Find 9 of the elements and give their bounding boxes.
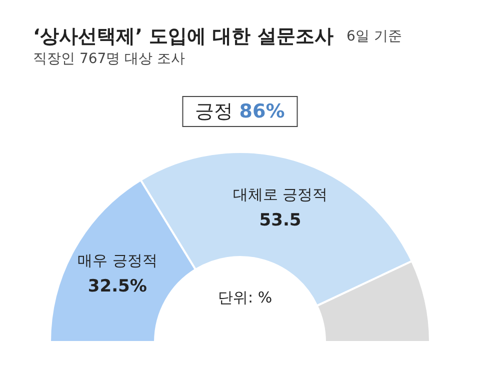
chart-subtitle: 직장인 767명 대상 조사	[33, 51, 186, 67]
data-label: 53.5	[259, 210, 302, 230]
text: 6일 기준	[346, 28, 402, 44]
slice-label: 대체로 긍정적	[232, 185, 328, 204]
data-label: 32.5%	[88, 276, 147, 296]
slice-label: 매우 긍정적	[78, 251, 158, 270]
text: 긍정 86%	[195, 100, 285, 122]
chart-title: ‘상사선택제’ 도입에 대한 설문조사	[33, 26, 347, 48]
text: 단위: %	[218, 288, 272, 306]
